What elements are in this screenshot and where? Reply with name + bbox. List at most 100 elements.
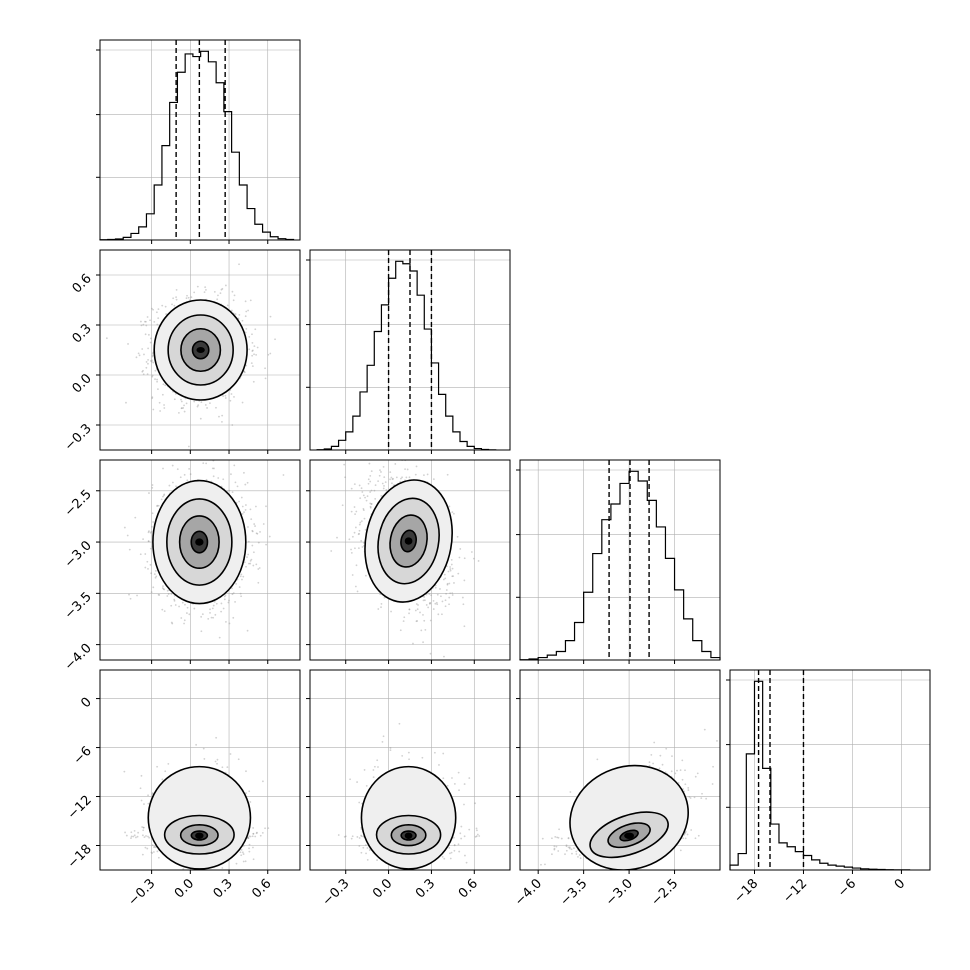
scatter-point	[444, 599, 447, 602]
scatter-point	[424, 628, 427, 631]
scatter-point	[157, 308, 160, 311]
scatter-point	[158, 401, 161, 404]
scatter-point	[204, 286, 207, 289]
scatter-point	[369, 474, 372, 477]
scatter-point	[451, 511, 454, 514]
scatter-point	[138, 354, 141, 357]
scatter-point	[268, 535, 271, 538]
scatter-point	[451, 567, 454, 570]
scatter-point	[196, 405, 199, 408]
scatter-point	[251, 365, 254, 368]
scatter-point	[370, 503, 373, 505]
scatter-point	[385, 489, 388, 491]
density-peak	[195, 538, 204, 546]
scatter-point	[180, 617, 183, 619]
scatter-point	[383, 485, 385, 487]
scatter-point	[146, 316, 149, 318]
scatter-point	[243, 371, 246, 374]
scatter-point	[129, 597, 132, 600]
scatter-point	[230, 309, 233, 312]
scatter-point	[470, 551, 473, 553]
scatter-point	[247, 540, 250, 543]
scatter-point	[149, 547, 152, 550]
scatter-point	[224, 394, 227, 397]
scatter-point	[150, 530, 153, 533]
panel-3-3: −18 −12 −6 0	[726, 669, 931, 906]
scatter-point	[144, 553, 147, 555]
scatter-point	[149, 563, 152, 566]
y-tick-label: −0.3	[62, 421, 95, 454]
scatter-point	[161, 587, 164, 589]
scatter-point	[249, 299, 252, 302]
scatter-point	[171, 464, 174, 467]
scatter-point	[186, 606, 189, 609]
scatter-point	[211, 467, 214, 470]
scatter-point	[172, 297, 175, 300]
scatter-point	[142, 323, 145, 326]
scatter-point	[462, 603, 465, 606]
scatter-point	[255, 354, 258, 356]
scatter-point	[463, 579, 466, 582]
scatter-point	[141, 370, 144, 373]
contour-line	[153, 299, 248, 401]
scatter-point	[459, 548, 462, 550]
scatter-point	[248, 348, 251, 351]
scatter-point	[206, 407, 208, 409]
y-tick-label: 0.3	[70, 321, 95, 346]
scatter-point	[235, 862, 238, 865]
scatter-point	[394, 453, 396, 455]
scatter-point	[241, 319, 244, 322]
scatter-point	[163, 610, 166, 613]
scatter-point	[247, 309, 249, 312]
scatter-point	[432, 599, 435, 602]
scatter-point	[419, 611, 421, 614]
scatter-point	[379, 469, 381, 472]
scatter-point	[156, 505, 159, 508]
scatter-point	[456, 535, 459, 538]
scatter-point	[249, 508, 252, 511]
scatter-point	[139, 553, 142, 556]
scatter-point	[152, 586, 155, 589]
scatter-point	[230, 473, 232, 476]
scatter-point	[185, 297, 188, 300]
panel-1-1	[306, 249, 511, 454]
scatter-point	[399, 629, 402, 632]
scatter-point	[233, 294, 236, 297]
scatter-point	[224, 284, 227, 287]
scatter-point	[175, 485, 177, 488]
scatter-point	[344, 476, 347, 479]
scatter-point	[145, 366, 148, 369]
scatter-point	[134, 516, 137, 519]
scatter-point	[390, 476, 393, 479]
scatter-point	[128, 593, 130, 596]
scatter-point	[196, 285, 199, 288]
scatter-point	[144, 566, 147, 569]
scatter-point	[151, 396, 154, 399]
scatter-point	[125, 401, 127, 404]
scatter-point	[256, 346, 259, 349]
x-tick-label: 0	[892, 876, 908, 892]
scatter-point	[452, 512, 455, 515]
scatter-point	[151, 359, 153, 362]
scatter-point	[171, 303, 173, 306]
scatter-point	[155, 311, 158, 314]
scatter-point	[443, 655, 445, 658]
scatter-point	[147, 568, 149, 570]
scatter-point	[188, 468, 191, 470]
scatter-point	[351, 535, 354, 538]
scatter-point	[416, 456, 418, 458]
scatter-point	[257, 541, 260, 544]
scatter-point	[436, 603, 439, 606]
scatter-point	[364, 574, 367, 577]
scatter-point	[146, 847, 149, 850]
scatter-point	[221, 766, 224, 769]
scatter-point	[245, 310, 248, 313]
scatter-point	[151, 852, 153, 854]
scatter-point	[233, 464, 236, 467]
scatter-point	[175, 298, 178, 301]
scatter-point	[458, 556, 461, 559]
scatter-point	[228, 489, 231, 492]
scatter-point	[246, 556, 248, 559]
contour-line	[167, 314, 234, 386]
scatter-point	[248, 790, 251, 793]
